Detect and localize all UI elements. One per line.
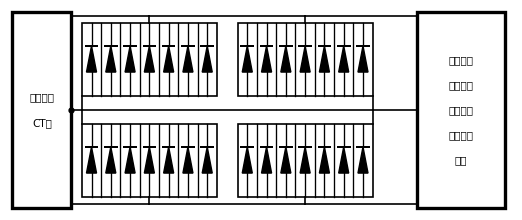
Polygon shape xyxy=(87,147,97,173)
Polygon shape xyxy=(202,147,212,173)
Polygon shape xyxy=(319,46,329,72)
Bar xyxy=(82,23,217,96)
Bar xyxy=(238,23,373,96)
Polygon shape xyxy=(145,147,155,173)
Polygon shape xyxy=(242,147,252,173)
Bar xyxy=(417,12,505,208)
Polygon shape xyxy=(125,46,135,72)
Text: 能平衡调: 能平衡调 xyxy=(448,105,473,115)
Text: CT侧: CT侧 xyxy=(32,118,52,128)
Polygon shape xyxy=(87,46,97,72)
Polygon shape xyxy=(281,46,291,72)
Text: 特制取能: 特制取能 xyxy=(29,92,54,102)
Polygon shape xyxy=(300,46,310,72)
Polygon shape xyxy=(106,147,116,173)
Polygon shape xyxy=(125,147,135,173)
Polygon shape xyxy=(163,147,174,173)
Bar xyxy=(238,124,373,197)
Polygon shape xyxy=(300,147,310,173)
Polygon shape xyxy=(242,46,252,72)
Polygon shape xyxy=(262,46,271,72)
Polygon shape xyxy=(145,46,155,72)
Polygon shape xyxy=(163,46,174,72)
Polygon shape xyxy=(358,46,368,72)
Polygon shape xyxy=(319,147,329,173)
Polygon shape xyxy=(339,46,349,72)
Polygon shape xyxy=(358,147,368,173)
Text: 元侧: 元侧 xyxy=(455,155,467,165)
Polygon shape xyxy=(183,46,193,72)
Polygon shape xyxy=(106,46,116,72)
Bar xyxy=(82,124,217,197)
Polygon shape xyxy=(183,147,193,173)
Text: 旁路及取: 旁路及取 xyxy=(448,80,473,90)
Polygon shape xyxy=(281,147,291,173)
Polygon shape xyxy=(202,46,212,72)
Polygon shape xyxy=(339,147,349,173)
Text: 短路电流: 短路电流 xyxy=(448,55,473,65)
Polygon shape xyxy=(262,147,271,173)
Bar xyxy=(12,12,72,208)
Text: 节电路单: 节电路单 xyxy=(448,130,473,140)
